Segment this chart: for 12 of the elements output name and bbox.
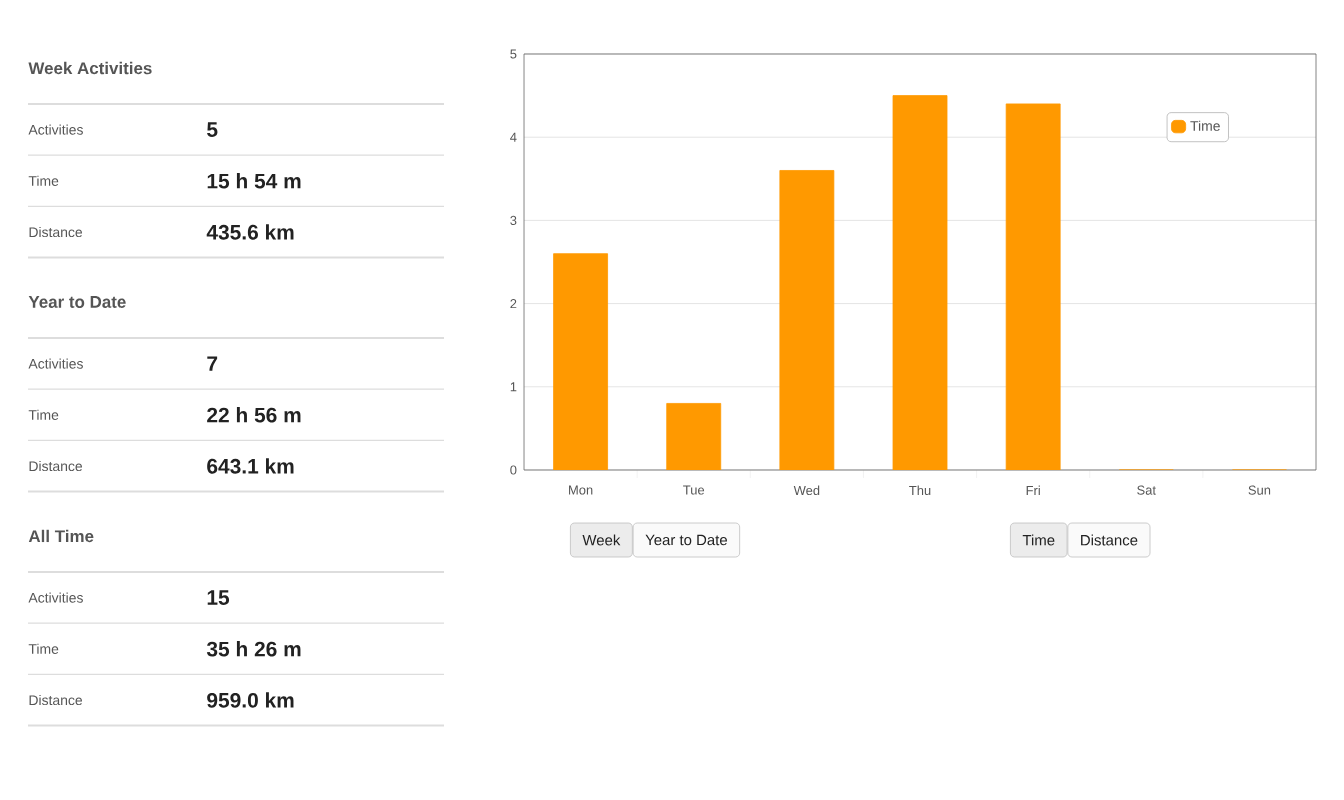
text: 7 <box>207 356 218 371</box>
text: 643.1 km <box>207 458 294 474</box>
text: 959.0 km <box>207 692 294 708</box>
text: 435.6 km <box>206 224 294 240</box>
text: 15 h 54 m <box>207 173 301 189</box>
text: 22 h 56 m <box>207 407 301 423</box>
text: All Time <box>28 529 94 543</box>
text: Week Activities <box>28 61 152 75</box>
text: 35 h 26 m <box>206 641 301 657</box>
text: Year to Date <box>28 296 126 308</box>
text: 5 <box>207 122 218 137</box>
text: 15 <box>207 590 230 605</box>
